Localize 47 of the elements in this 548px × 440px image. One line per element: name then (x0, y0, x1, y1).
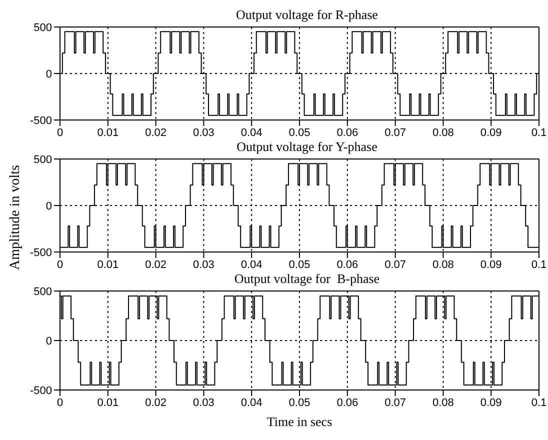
y-tick-label: -500 (30, 384, 52, 397)
x-tick-label: 0.07 (384, 396, 406, 409)
x-tick-label: 0.05 (288, 126, 310, 139)
x-tick-label: 0.07 (384, 126, 406, 139)
x-tick-label: 0.1 (531, 396, 547, 409)
x-tick-label: 0.07 (384, 258, 406, 271)
y-tick-label: 0 (46, 335, 52, 348)
y-tick-label: 500 (34, 286, 52, 298)
x-tick-label: 0.03 (192, 126, 214, 139)
chart-title: Output voltage for R-phase (235, 7, 379, 22)
y-tick-label: 500 (34, 154, 52, 166)
y-tick-label: 0 (46, 200, 52, 212)
x-tick-label: 0.04 (240, 126, 262, 139)
x-tick-label: 0.06 (336, 258, 358, 271)
x-tick-label: 0 (56, 258, 64, 271)
x-tick-label: 0.05 (288, 396, 310, 409)
x-tick-label: 0.08 (432, 396, 454, 409)
x-tick-label: 0.05 (288, 258, 310, 271)
chart-title: Output voltage for Y-phase (236, 139, 378, 154)
x-tick-label: 0.06 (336, 396, 358, 409)
x-tick-label: 0.01 (97, 258, 119, 271)
y-axis-title: Amplitude in volts (8, 165, 23, 270)
x-tick-label: 0.08 (432, 258, 454, 271)
x-tick-label: 0.09 (480, 258, 502, 271)
x-axis-title: Time in secs (266, 414, 332, 429)
x-tick-label: 0.01 (97, 126, 119, 139)
y-tick-label: 0 (46, 68, 52, 80)
x-tick-label: 0.1 (531, 126, 547, 139)
y-tick-label: 500 (34, 22, 52, 34)
y-tick-label: -500 (30, 114, 52, 127)
x-tick-label: 0.02 (145, 258, 167, 271)
x-tick-label: 0.03 (192, 258, 214, 271)
x-tick-label: 0.01 (97, 396, 119, 409)
x-tick-label: 0.09 (480, 126, 502, 139)
x-tick-label: 0.03 (192, 396, 214, 409)
x-tick-label: 0.04 (240, 396, 262, 409)
chart-title: Output voltage for B-phase (233, 271, 381, 286)
x-tick-label: 0.02 (145, 126, 167, 139)
x-tick-label: 0.04 (240, 258, 262, 271)
x-tick-label: 0.08 (432, 126, 454, 139)
x-tick-label: 0.02 (145, 396, 167, 409)
y-tick-label: -500 (30, 246, 52, 259)
x-tick-label: 0.06 (336, 126, 358, 139)
x-tick-label: 0.09 (480, 396, 502, 409)
x-tick-label: 0 (56, 126, 64, 139)
x-tick-label: 0.1 (531, 258, 547, 271)
x-tick-label: 0 (56, 396, 64, 409)
